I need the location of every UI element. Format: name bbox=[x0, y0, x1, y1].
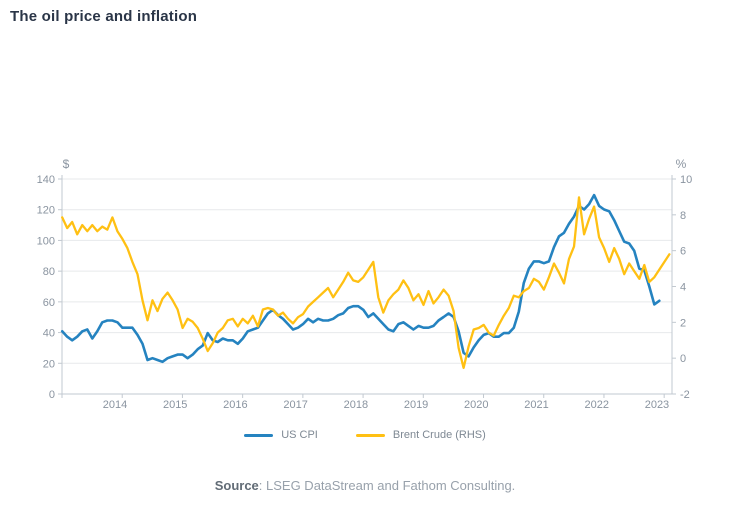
x-axis-year-label: 2017 bbox=[283, 399, 307, 411]
us-cpi-line-swatch bbox=[244, 433, 274, 437]
brent-crude-rhs-line bbox=[61, 196, 671, 370]
left-axis-tick-label: 120 bbox=[37, 205, 55, 217]
left-axis-tick-label: 0 bbox=[49, 389, 55, 401]
us-cpi-line bbox=[60, 193, 661, 364]
left-axis-tick-label: 20 bbox=[43, 358, 55, 370]
legend-item-brent-crude: Brent Crude (RHS) bbox=[355, 429, 486, 441]
legend-item-us-cpi: US CPI bbox=[244, 429, 318, 441]
source-label: Source bbox=[214, 478, 259, 493]
left-axis-tick-label: 80 bbox=[43, 266, 55, 278]
chart-title: The oil price and inflation bbox=[10, 8, 198, 25]
left-axis-tick-label: 140 bbox=[37, 174, 55, 186]
source-text: : LSEG DataStream and Fathom Consulting. bbox=[258, 478, 516, 493]
right-axis-tick-label: 6 bbox=[680, 246, 686, 258]
chart-legend: US CPI Brent Crude (RHS) bbox=[0, 429, 730, 441]
right-axis-tick-label: 0 bbox=[680, 353, 686, 365]
x-axis-year-label: 2023 bbox=[645, 399, 669, 411]
x-axis-year-label: 2016 bbox=[223, 399, 247, 411]
brent-crude-legend-label: Brent Crude (RHS) bbox=[392, 429, 486, 441]
left-axis-unit-label: $ bbox=[63, 157, 70, 171]
x-axis-year-label: 2020 bbox=[464, 399, 488, 411]
x-axis-year-label: 2018 bbox=[344, 399, 368, 411]
right-axis-unit-label: % bbox=[676, 157, 687, 171]
right-axis-tick-label: 4 bbox=[680, 282, 686, 294]
left-axis-tick-label: 100 bbox=[37, 235, 55, 247]
x-axis-year-label: 2022 bbox=[584, 399, 608, 411]
x-axis-year-label: 2014 bbox=[103, 399, 127, 411]
us-cpi-legend-label: US CPI bbox=[281, 429, 318, 441]
x-axis-year-label: 2015 bbox=[163, 399, 187, 411]
left-axis-tick-label: 60 bbox=[43, 297, 55, 309]
oil-inflation-line-chart: 0 20 40 60 80 100 120 140 -2 0 2 4 6 8 10 2014 2015 2016 2… bbox=[37, 157, 693, 411]
right-axis-tick-label: 8 bbox=[680, 210, 686, 222]
x-axis-year-label: 2019 bbox=[404, 399, 428, 411]
right-axis-tick-label: -2 bbox=[680, 389, 690, 401]
right-axis-tick-label: 2 bbox=[680, 317, 686, 329]
source-note: Source: LSEG DataStream and Fathom Consu… bbox=[0, 478, 730, 493]
left-axis-tick-label: 40 bbox=[43, 328, 55, 340]
x-axis-year-label: 2021 bbox=[524, 399, 548, 411]
brent-crude-line-swatch bbox=[355, 433, 385, 437]
right-axis-tick-label: 10 bbox=[680, 174, 692, 186]
